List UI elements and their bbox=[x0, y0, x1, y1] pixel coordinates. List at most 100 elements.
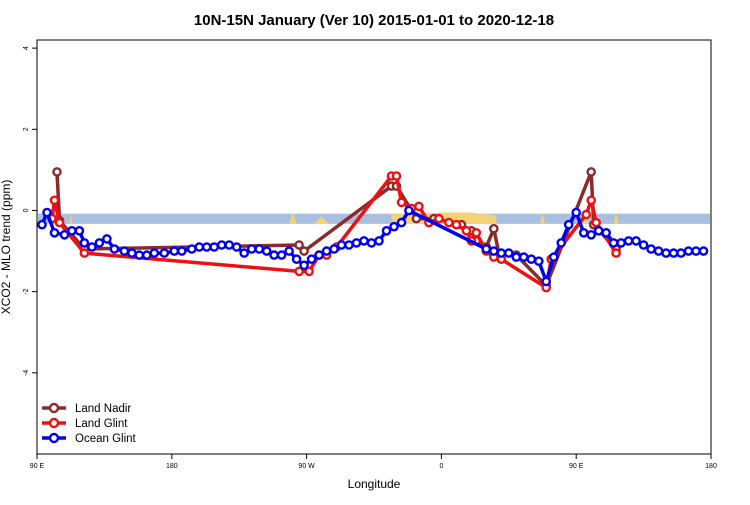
data-point bbox=[169, 246, 180, 256]
plot-frame bbox=[36, 39, 712, 455]
data-point bbox=[391, 171, 402, 181]
legend-item: Land Nadir bbox=[42, 402, 131, 415]
data-point bbox=[676, 248, 686, 258]
data-point bbox=[141, 250, 152, 260]
data-point bbox=[496, 248, 507, 258]
data-point bbox=[49, 195, 60, 206]
data-point bbox=[481, 244, 492, 254]
land-patch bbox=[540, 212, 545, 224]
data-point bbox=[563, 219, 574, 230]
y-tick-label: -2 bbox=[23, 288, 30, 294]
legend-label: Ocean Glint bbox=[75, 433, 137, 445]
land-patch bbox=[613, 212, 619, 224]
data-point bbox=[661, 248, 671, 258]
data-point bbox=[611, 248, 621, 258]
data-point bbox=[461, 225, 472, 236]
data-point bbox=[37, 219, 47, 230]
data-point bbox=[109, 244, 120, 254]
data-point bbox=[571, 207, 582, 218]
data-point bbox=[186, 244, 197, 254]
data-point bbox=[149, 248, 160, 258]
data-point bbox=[176, 246, 187, 256]
legend-swatch-marker bbox=[48, 402, 60, 414]
data-point bbox=[581, 209, 592, 220]
data-point bbox=[683, 246, 694, 256]
legend-item: Land Glint bbox=[42, 417, 128, 430]
data-point bbox=[344, 240, 354, 250]
data-point bbox=[396, 197, 407, 208]
background-layer bbox=[38, 206, 710, 224]
data-point bbox=[159, 248, 170, 258]
data-point bbox=[306, 254, 317, 265]
data-point bbox=[194, 242, 205, 252]
data-point bbox=[321, 246, 332, 256]
data-point bbox=[444, 217, 454, 228]
data-point bbox=[294, 240, 304, 250]
y-tick-label: 2 bbox=[23, 127, 30, 131]
data-point bbox=[59, 229, 70, 240]
y-tick-label: 4 bbox=[23, 46, 30, 50]
data-point bbox=[646, 244, 656, 254]
x-tick-label: 90 E bbox=[569, 463, 584, 470]
data-point bbox=[216, 240, 227, 250]
x-axis-label: Longitude bbox=[348, 477, 401, 491]
data-point bbox=[201, 242, 212, 252]
data-point bbox=[601, 227, 612, 238]
series-ocean-glint bbox=[37, 205, 709, 287]
data-point bbox=[294, 266, 304, 277]
data-point bbox=[389, 221, 399, 232]
data-point bbox=[102, 234, 112, 244]
data-point bbox=[269, 250, 279, 260]
data-point bbox=[668, 248, 679, 258]
legend: Land Nadir Land Glint Ocean Glint bbox=[42, 402, 137, 445]
y-axis-label: XCO2 - MLO trend (ppm) bbox=[0, 180, 13, 315]
data-point bbox=[336, 240, 347, 250]
data-point bbox=[698, 246, 709, 256]
data-point bbox=[276, 250, 287, 260]
land-patch bbox=[314, 216, 330, 224]
data-point bbox=[54, 217, 65, 228]
data-point bbox=[593, 225, 604, 236]
data-point bbox=[314, 250, 324, 260]
data-point bbox=[284, 246, 294, 256]
x-tick-label: 90 W bbox=[298, 463, 315, 470]
data-point bbox=[526, 254, 537, 265]
data-point bbox=[79, 248, 90, 258]
data-point bbox=[299, 246, 309, 256]
data-point bbox=[471, 227, 482, 238]
data-point bbox=[414, 201, 424, 212]
series-layer bbox=[37, 167, 709, 293]
data-point bbox=[503, 248, 514, 258]
data-point bbox=[451, 219, 462, 230]
data-point bbox=[291, 254, 302, 265]
data-point bbox=[246, 244, 257, 254]
ocean-band bbox=[38, 213, 710, 224]
land-patch bbox=[289, 212, 297, 224]
legend-swatch-marker bbox=[48, 432, 60, 444]
data-point bbox=[127, 248, 137, 258]
data-point bbox=[134, 250, 145, 260]
data-point bbox=[586, 167, 597, 177]
data-point bbox=[254, 244, 265, 254]
data-point bbox=[49, 227, 60, 238]
data-point bbox=[653, 246, 664, 256]
data-point bbox=[519, 252, 529, 262]
data-point bbox=[556, 238, 567, 248]
y-tick-label: -4 bbox=[23, 370, 30, 376]
data-point bbox=[404, 205, 414, 216]
series-land-nadir bbox=[52, 167, 621, 291]
data-point bbox=[586, 195, 597, 206]
data-point bbox=[374, 236, 384, 246]
data-point bbox=[366, 238, 377, 248]
data-point bbox=[591, 217, 602, 228]
legend-label: Land Nadir bbox=[75, 403, 131, 415]
data-point bbox=[396, 217, 407, 228]
chart-title: 10N-15N January (Ver 10) 2015-01-01 to 2… bbox=[194, 12, 554, 29]
legend-item: Ocean Glint bbox=[42, 432, 137, 445]
data-point bbox=[638, 240, 649, 250]
x-tick-label: 0 bbox=[439, 463, 443, 470]
legend-label: Land Glint bbox=[75, 418, 128, 430]
data-point bbox=[42, 207, 52, 218]
data-point bbox=[239, 248, 249, 258]
